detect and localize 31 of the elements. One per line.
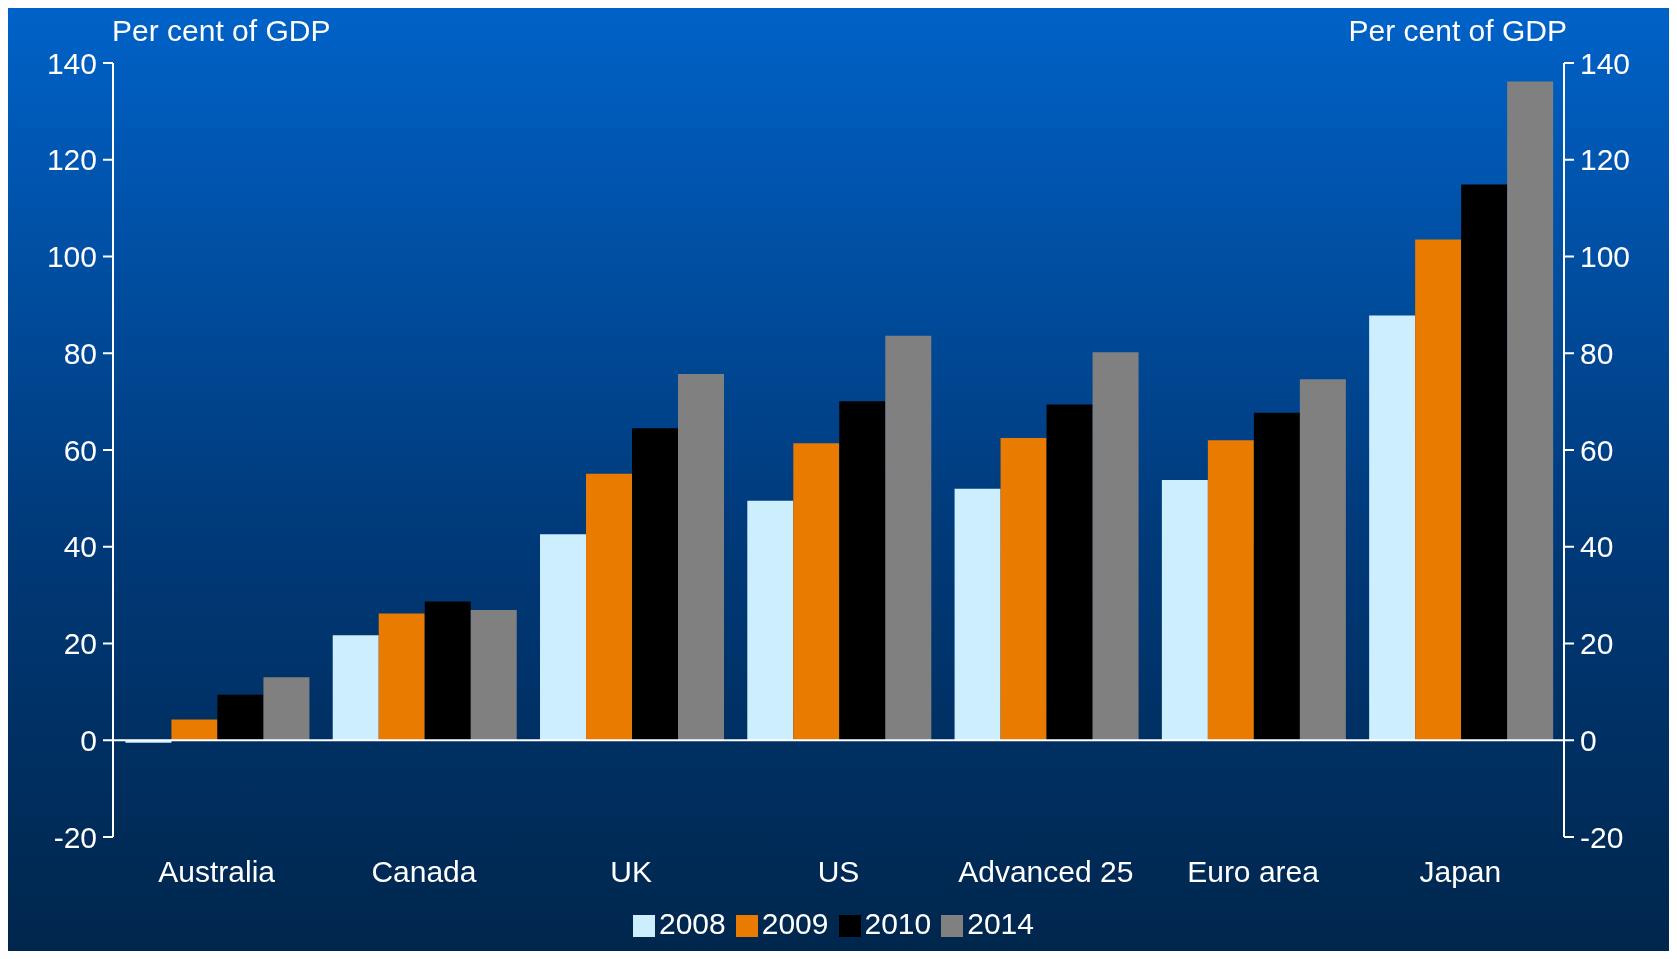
y2-tick-label: 60 — [1580, 433, 1614, 467]
y-tick-label: 140 — [46, 46, 97, 80]
y-axis-title: Per cent of GDP — [112, 14, 331, 48]
y2-axis-title: Per cent of GDP — [1348, 14, 1567, 48]
x-tick-label: Advanced 25 — [958, 855, 1134, 889]
x-tick-label: UK — [610, 855, 653, 889]
y-tick-label: 60 — [63, 433, 97, 467]
x-tick-label: Euro area — [1187, 855, 1320, 889]
y-tick-label: 100 — [46, 240, 97, 274]
y2-tick-label: 40 — [1580, 530, 1614, 564]
y-tick-label: 20 — [63, 627, 97, 661]
y2-tick-label: 0 — [1580, 723, 1597, 757]
y-tick-label: 40 — [63, 530, 97, 564]
x-tick-label: Australia — [158, 855, 276, 889]
y-tick-label: 0 — [80, 723, 97, 757]
x-tick-label: Canada — [371, 855, 477, 889]
legend-label: 2008 — [659, 907, 726, 940]
y2-tick-label: 120 — [1580, 143, 1631, 177]
x-tick-label: US — [817, 855, 860, 889]
legend-label: 2010 — [864, 907, 932, 940]
y2-tick-label: -20 — [1580, 820, 1624, 854]
y2-tick-label: 140 — [1580, 46, 1631, 80]
y2-tick-label: 80 — [1580, 336, 1614, 370]
legend-label: 2009 — [761, 907, 829, 940]
y2-tick-label: 100 — [1580, 240, 1631, 274]
y-tick-label: 120 — [46, 143, 97, 177]
y2-tick-label: 20 — [1580, 627, 1614, 661]
x-tick-label: Japan — [1419, 855, 1502, 889]
y-tick-label: -20 — [53, 820, 97, 854]
y-tick-label: 80 — [63, 336, 97, 370]
legend-label: 2014 — [967, 907, 1034, 940]
